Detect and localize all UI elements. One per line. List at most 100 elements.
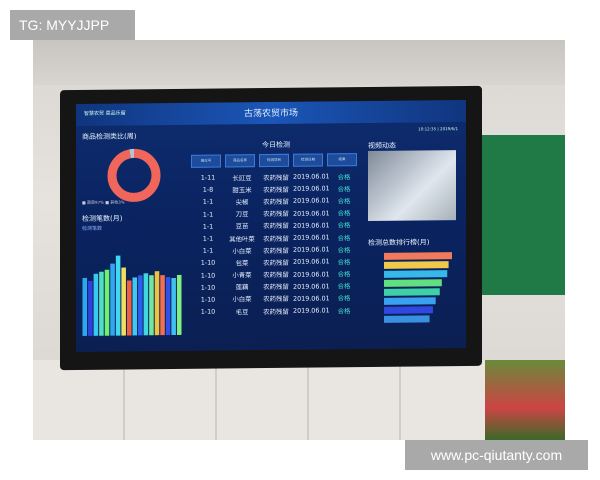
table-cell: 合格 <box>337 233 351 242</box>
dashboard-screen: 智慧农贸 菜品乐留 古荡农贸市场 10:12:35 | 2019/6/1 商品检… <box>76 99 466 353</box>
ranking-bar <box>384 297 436 305</box>
table-cell: 1-10 <box>200 271 216 280</box>
video-title: 视频动态 <box>368 141 396 150</box>
monthly-bar <box>88 280 93 336</box>
ranking-bar <box>384 270 448 278</box>
monthly-bar <box>165 277 171 336</box>
table-cell: 1-1 <box>202 246 214 255</box>
table-cell: 合格 <box>337 221 351 230</box>
table-cell: 合格 <box>337 258 351 267</box>
monthly-bar <box>99 271 104 336</box>
table-cell: 豆苗 <box>235 222 249 231</box>
ranking-title: 检测总数排行榜(月) <box>368 238 430 247</box>
table-cell: 莲藕 <box>235 283 249 292</box>
table-cell: 合格 <box>337 172 351 181</box>
ranking-bar <box>384 261 449 269</box>
table-cell: 合格 <box>337 245 351 255</box>
table-cell: 2019.06.01 <box>293 257 330 267</box>
column-header: 商品名称 <box>225 154 255 168</box>
ranking-bar-chart <box>384 252 452 323</box>
table-cell: 2019.06.01 <box>293 184 330 194</box>
table-cell: 农药残留 <box>263 295 289 304</box>
tv-monitor: 智慧农贸 菜品乐留 古荡农贸市场 10:12:35 | 2019/6/1 商品检… <box>60 85 482 371</box>
table-cell: 2019.06.01 <box>293 306 330 315</box>
table-cell: 包菜 <box>235 259 249 268</box>
ranking-bar <box>384 288 440 296</box>
table-cell: 合格 <box>337 209 351 218</box>
table-cell: 1-10 <box>200 295 216 304</box>
table-cell: 合格 <box>337 184 351 194</box>
table-cell: 1-1 <box>202 210 214 219</box>
watermark-bottom-right: www.pc-qiutanty.com <box>405 440 588 470</box>
table-cell: 合格 <box>337 270 351 279</box>
monthly-bar <box>160 275 165 336</box>
table-title: 今日检测 <box>262 140 290 150</box>
table-cell: 2019.06.01 <box>293 245 330 254</box>
green-stall-wall <box>480 135 565 295</box>
column-header: 摊位号 <box>191 154 221 168</box>
monthly-title: 检测笔数(月) <box>82 214 123 223</box>
dashboard-title: 古荡农贸市场 <box>243 108 298 120</box>
datetime: 10:12:35 | 2019/6/1 <box>418 126 458 132</box>
donut-slice <box>107 148 161 202</box>
table-cell: 1-1 <box>202 234 214 243</box>
date: 2019/6/1 <box>440 126 458 132</box>
table-cell: 1-10 <box>200 258 216 268</box>
table-cell: 农药残留 <box>263 185 289 194</box>
ranking-bar <box>384 315 430 323</box>
ceiling <box>33 40 565 85</box>
monthly-bar <box>126 280 132 336</box>
monthly-bar <box>176 274 182 335</box>
table-cell: 2019.06.01 <box>293 172 330 181</box>
table-header: 摊位号 商品名称 检测项目 检测日期 结果 <box>191 153 361 168</box>
watermark-top-left: TG: MYYJJPP <box>10 10 135 40</box>
column-header: 结果 <box>327 153 357 167</box>
monthly-subtitle: 检测笔数 <box>82 225 103 232</box>
ranking-bar <box>384 306 433 314</box>
photo-background: 智慧农贸 菜品乐留 古荡农贸市场 10:12:35 | 2019/6/1 商品检… <box>33 40 565 440</box>
table-cell: 1-10 <box>200 283 216 292</box>
monthly-bar-chart <box>82 255 182 336</box>
video-feed[interactable] <box>368 150 456 221</box>
table-cell: 农药残留 <box>263 234 289 243</box>
table-cell: 小白菜 <box>232 295 252 304</box>
donut-chart <box>107 148 161 202</box>
monthly-bar <box>82 277 88 336</box>
monthly-bar <box>138 275 143 336</box>
monthly-bar <box>115 255 121 336</box>
table-cell: 其他叶菜 <box>229 234 255 243</box>
table-cell: 甜玉米 <box>232 185 252 195</box>
donut-slice <box>107 148 161 202</box>
monthly-bar <box>93 273 99 336</box>
monthly-bar <box>132 277 138 336</box>
table-cell: 合格 <box>337 197 351 206</box>
donut-legend: ■ 蔬菜97% ■ 其他3% <box>82 199 125 205</box>
monthly-bar <box>121 267 126 336</box>
table-cell: 农药残留 <box>263 283 289 292</box>
today-tests-table: 今日检测 摊位号 商品名称 检测项目 检测日期 结果 1-11 长豇豆 农药残留 2019.0… <box>191 139 361 318</box>
table-cell: 长豇豆 <box>232 173 252 182</box>
table-cell: 刀豆 <box>235 210 249 219</box>
table-cell: 1-10 <box>200 307 216 316</box>
table-cell: 农药残留 <box>263 173 289 182</box>
monthly-bar <box>149 275 154 336</box>
monthly-bar <box>154 271 160 336</box>
table-cell: 农药残留 <box>263 307 289 316</box>
table-cell: 2019.06.01 <box>293 269 330 279</box>
table-cell: 小青菜 <box>232 271 252 280</box>
table-cell: 合格 <box>337 282 351 291</box>
monthly-bar <box>171 277 176 336</box>
table-cell: 2019.06.01 <box>293 209 330 218</box>
table-cell: 尖椒 <box>235 198 249 207</box>
table-cell: 农药残留 <box>263 222 289 231</box>
table-cell: 农药残留 <box>263 197 289 207</box>
ranking-bar <box>384 279 442 287</box>
table-cell: 1-1 <box>202 198 214 207</box>
monthly-bar <box>110 263 115 336</box>
table-cell: 农药残留 <box>263 270 289 280</box>
table-cell: 合格 <box>337 294 351 303</box>
table-cell: 2019.06.01 <box>293 221 330 230</box>
table-cell: 农药残留 <box>263 246 289 255</box>
monthly-bar <box>104 269 110 336</box>
table-cell: 农药残留 <box>263 258 289 267</box>
